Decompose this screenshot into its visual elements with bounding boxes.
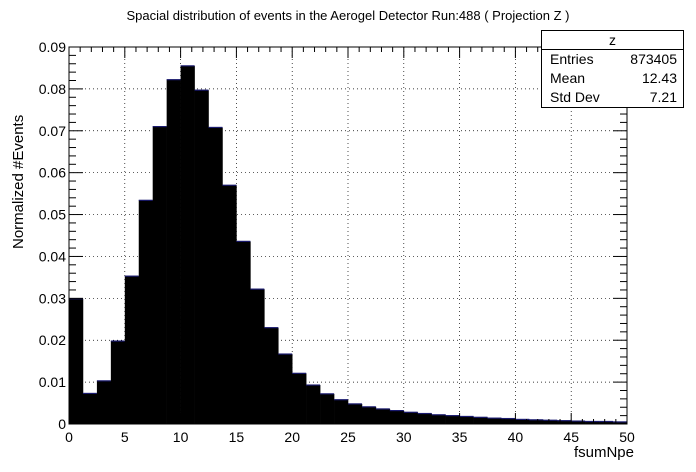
stats-label: Entries	[550, 51, 594, 67]
histogram-bar	[487, 418, 502, 424]
y-axis-label: Normalized #Events	[10, 114, 27, 249]
x-tick-label: 20	[284, 429, 300, 445]
x-tick-label: 10	[173, 429, 189, 445]
histogram-bar	[69, 298, 84, 424]
stats-value: 7.21	[649, 89, 677, 105]
histogram-bar	[208, 127, 223, 424]
y-tick-label: 0.05	[39, 207, 66, 223]
histogram-bar	[403, 412, 419, 424]
histogram-bar	[138, 200, 153, 424]
histogram-bar	[96, 380, 112, 424]
histogram-bar	[571, 421, 586, 424]
histogram-bar	[250, 289, 265, 424]
histogram-bar	[473, 417, 488, 424]
y-tick-label: 0.03	[39, 290, 66, 306]
x-tick-label: 25	[340, 429, 356, 445]
histogram-bar	[194, 90, 209, 424]
x-tick-label: 35	[452, 429, 468, 445]
histogram-bar	[501, 418, 516, 424]
x-tick-label: 45	[563, 429, 579, 445]
x-axis-label: fsumNpe	[573, 444, 634, 461]
y-tick-label: 0.01	[39, 374, 66, 390]
histogram-bar	[334, 399, 349, 424]
y-tick-label: 0.06	[39, 165, 66, 181]
histogram-bar	[264, 327, 279, 424]
histogram-bar	[222, 185, 237, 424]
histogram-bar	[82, 393, 98, 424]
histogram-bar	[459, 416, 474, 424]
histogram-bar	[585, 421, 600, 424]
y-tick-label: 0.07	[39, 123, 66, 139]
histogram-bar	[152, 126, 167, 424]
y-tick-label: 0.02	[39, 332, 66, 348]
histogram-bar	[124, 276, 140, 424]
stats-value: 12.43	[641, 70, 677, 86]
stats-row-entries: Entries 873405	[542, 50, 683, 69]
chart-title: Spacial distribution of events in the Ae…	[126, 8, 570, 23]
stats-label: Std Dev	[550, 89, 600, 105]
histogram-bar	[613, 421, 628, 424]
stats-value: 873405	[630, 51, 677, 67]
y-tick-label: 0.04	[39, 248, 66, 264]
histogram-bar	[599, 421, 614, 424]
y-tick-label: 0	[58, 416, 66, 432]
y-tick-label: 0.09	[39, 39, 66, 55]
histogram-bar	[236, 241, 251, 424]
x-tick-label: 50	[619, 429, 635, 445]
histogram-bar	[361, 406, 377, 424]
histogram-bar	[320, 393, 335, 424]
x-tick-label: 40	[508, 429, 524, 445]
stats-label: Mean	[550, 70, 586, 86]
histogram-bar	[515, 419, 530, 424]
stats-name: z	[542, 31, 683, 50]
histogram-bar	[348, 403, 363, 424]
histogram-bar	[389, 410, 405, 424]
histogram-bar	[375, 408, 391, 424]
histogram-bar	[543, 420, 558, 424]
histogram-bar	[180, 65, 195, 424]
histogram-bar	[557, 420, 572, 424]
stats-row-stddev: Std Dev 7.21	[542, 88, 683, 107]
y-tick-label: 0.08	[39, 81, 66, 97]
histogram-bar	[110, 341, 126, 424]
histogram-bar	[292, 373, 307, 424]
histogram-bar	[417, 413, 432, 424]
x-tick-label: 0	[65, 429, 73, 445]
histogram-bar	[166, 79, 181, 424]
stats-row-mean: Mean 12.43	[542, 69, 683, 88]
x-tick-label: 30	[396, 429, 412, 445]
stats-box: z Entries 873405 Mean 12.43 Std Dev 7.21	[541, 30, 684, 108]
histogram-bar	[529, 419, 544, 424]
histogram-bar	[306, 385, 321, 424]
histogram-bar	[431, 414, 446, 424]
x-tick-label: 15	[229, 429, 245, 445]
histogram-bar	[278, 354, 293, 424]
x-tick-label: 5	[121, 429, 129, 445]
histogram-bar	[445, 415, 460, 424]
